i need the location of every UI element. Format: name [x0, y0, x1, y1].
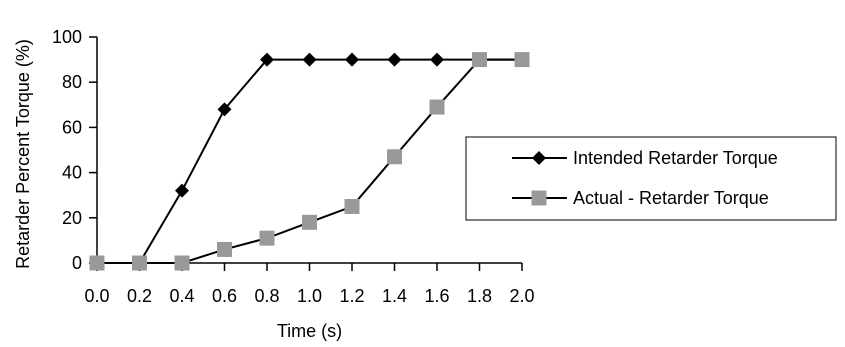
x-axis-title: Time (s) [277, 321, 342, 341]
data-point-square [531, 190, 547, 206]
legend: Intended Retarder Torque Actual - Retarde… [465, 136, 837, 221]
x-tick-label: 1.4 [382, 286, 407, 306]
series-1 [90, 52, 529, 270]
data-point-diamond [387, 52, 402, 67]
data-point-diamond [260, 52, 274, 67]
y-tick-label: 20 [62, 208, 82, 228]
series-2 [89, 52, 530, 271]
data-point-square [514, 52, 530, 68]
y-tick-label: 40 [62, 163, 82, 183]
data-point-square [174, 255, 190, 271]
data-point-square [89, 255, 105, 271]
data-point-square [429, 99, 445, 115]
legend-item: Intended Retarder Torque [512, 148, 778, 168]
y-tick-label: 0 [72, 253, 82, 273]
legend-label: Intended Retarder Torque [573, 148, 778, 168]
x-tick-label: 2.0 [509, 286, 534, 306]
x-tick-label: 0.2 [127, 286, 152, 306]
data-point-diamond [430, 52, 444, 67]
x-tick-label: 1.8 [467, 286, 492, 306]
legend-item: Actual - Retarder Torque [512, 188, 769, 208]
x-tick-label: 1.2 [339, 286, 364, 306]
data-point-square [387, 149, 402, 165]
y-tick-label: 60 [62, 117, 82, 137]
data-point-square [302, 214, 317, 230]
data-point-square [259, 230, 275, 246]
series-line [97, 58, 522, 264]
data-point-diamond [345, 52, 359, 67]
legend-label: Actual - Retarder Torque [573, 188, 769, 208]
data-point-diamond [302, 52, 317, 67]
x-tick-label: 0.8 [254, 286, 279, 306]
y-axis-title: Retarder Percent Torque (%) [13, 39, 33, 269]
data-point-square [132, 255, 147, 271]
data-point-diamond [175, 183, 189, 198]
data-point-square [217, 241, 232, 257]
x-tick-label: 0.6 [212, 286, 237, 306]
series-layer [89, 52, 530, 271]
y-tick-label: 80 [62, 72, 82, 92]
y-axis-ticks: 0 20 40 60 80 100 [52, 27, 97, 273]
x-tick-label: 0.0 [84, 286, 109, 306]
x-axis-ticks: 0.0 0.2 0.4 0.6 0.8 1.0 1.2 1.4 1.6 1.8 2.0 [84, 263, 535, 306]
y-tick-label: 100 [52, 27, 82, 47]
data-point-diamond [217, 102, 232, 117]
legend-box [465, 136, 837, 221]
x-tick-label: 1.6 [424, 286, 449, 306]
x-tick-label: 1.0 [297, 286, 322, 306]
data-point-diamond [532, 151, 546, 165]
data-point-square [472, 52, 487, 68]
data-point-square [344, 199, 360, 214]
series-line [97, 58, 522, 264]
x-tick-label: 0.4 [169, 286, 194, 306]
